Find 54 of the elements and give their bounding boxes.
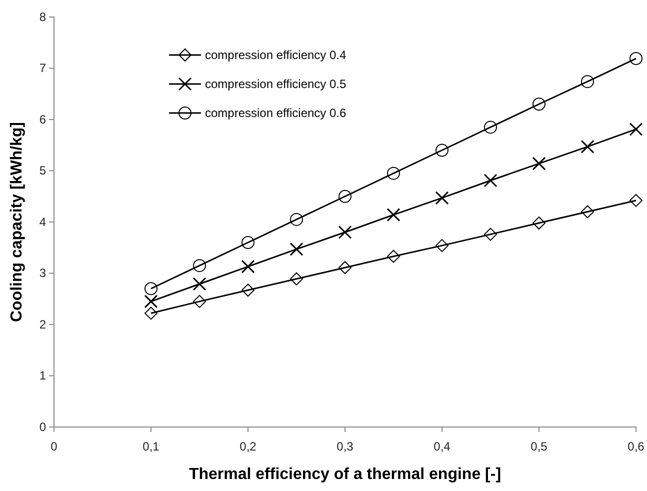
point bbox=[484, 174, 498, 188]
point bbox=[435, 191, 449, 205]
point bbox=[193, 259, 206, 272]
x-tick-label: 0,1 bbox=[142, 440, 160, 454]
y-tick-label: 2 bbox=[39, 317, 46, 332]
point bbox=[338, 261, 352, 274]
legend-label: compression efficiency 0.4 bbox=[205, 48, 347, 62]
point bbox=[290, 212, 303, 226]
point bbox=[532, 216, 546, 230]
point bbox=[436, 144, 448, 157]
y-tick-label: 3 bbox=[39, 266, 46, 280]
y-tick-label: 6 bbox=[39, 112, 46, 126]
point bbox=[436, 239, 448, 252]
x-tick-label: 0 bbox=[50, 440, 58, 454]
x-tick-label: 0,2 bbox=[240, 440, 257, 454]
point bbox=[290, 242, 304, 256]
y-tick-label: 0 bbox=[39, 420, 46, 434]
point bbox=[338, 226, 352, 239]
y-tick-label: 5 bbox=[39, 164, 46, 178]
legend-label: compression efficiency 0.5 bbox=[205, 77, 347, 92]
y-tick-label: 1 bbox=[39, 368, 46, 383]
x-tick-label: 0,5 bbox=[530, 440, 548, 454]
point bbox=[386, 208, 400, 222]
x-tick-label: 0,3 bbox=[336, 440, 354, 454]
y-tick-label: 8 bbox=[39, 10, 46, 24]
point bbox=[580, 140, 594, 154]
legend-label: compression efficiency 0.6 bbox=[205, 106, 347, 120]
point bbox=[630, 52, 642, 66]
point bbox=[193, 294, 206, 308]
point bbox=[581, 205, 594, 218]
y-axis-title: Cooling capacity [kWh/kg] bbox=[8, 122, 26, 322]
point bbox=[242, 236, 254, 249]
point bbox=[290, 272, 303, 286]
point bbox=[241, 260, 255, 274]
point bbox=[242, 284, 254, 297]
point bbox=[338, 190, 352, 203]
point bbox=[144, 306, 158, 320]
x-axis-title: Thermal efficiency of a thermal engine [-] bbox=[188, 466, 502, 483]
y-tick-label: 4 bbox=[39, 214, 46, 229]
x-tick-label: 0,6 bbox=[628, 440, 645, 454]
point bbox=[581, 75, 594, 88]
point bbox=[532, 156, 546, 170]
point bbox=[387, 166, 400, 180]
point bbox=[144, 282, 158, 296]
y-tick-label: 7 bbox=[39, 61, 46, 76]
point bbox=[144, 294, 158, 308]
point bbox=[387, 250, 400, 263]
point bbox=[630, 194, 642, 207]
point bbox=[484, 228, 497, 241]
point bbox=[532, 98, 546, 111]
x-tick-label: 0,4 bbox=[434, 440, 451, 454]
point bbox=[192, 277, 206, 291]
point bbox=[484, 120, 497, 134]
point bbox=[629, 122, 643, 136]
